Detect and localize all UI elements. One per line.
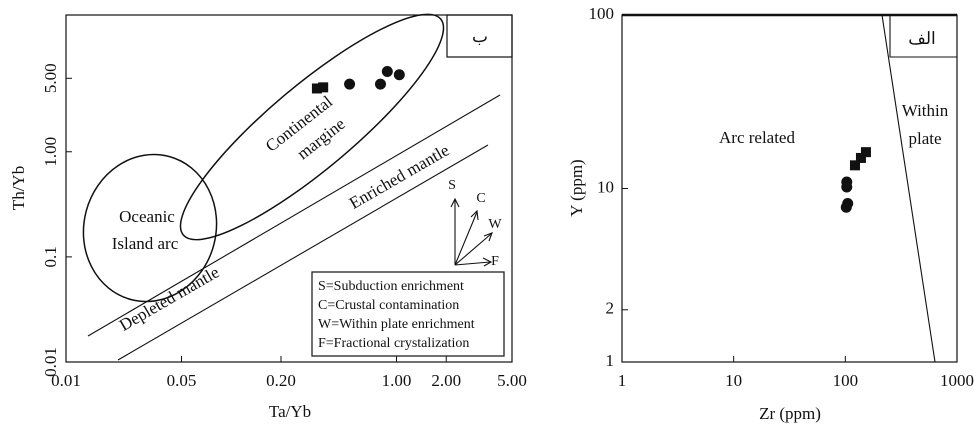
y-axis-label: Y (ppm)	[567, 159, 586, 216]
point	[318, 82, 329, 93]
mantle-line	[117, 144, 489, 361]
plot-frame	[65, 14, 513, 363]
legend-note: W=Within plate enrichment	[318, 317, 475, 332]
field-label: Island arc	[112, 234, 179, 253]
x-tick-label: 0.01	[51, 371, 81, 390]
continental-field	[179, 13, 445, 241]
vector-label: S	[448, 178, 456, 193]
x-tick-label: 1.00	[382, 371, 412, 390]
field-label: Within	[902, 101, 949, 120]
point	[860, 147, 871, 158]
field-label: plate	[908, 129, 941, 148]
label-box	[889, 15, 957, 58]
y-tick-label: 0.1	[41, 246, 60, 267]
y-tick-label: 0.01	[41, 347, 60, 377]
x-tick-label: 1000	[940, 371, 974, 390]
point	[311, 83, 322, 94]
mantle-line	[87, 94, 501, 337]
plot-frame	[621, 14, 958, 363]
field-label: Arc related	[719, 128, 795, 147]
array-label: Depleted mantle	[116, 262, 222, 334]
legend-note: F=Fractional crystalization	[318, 336, 469, 351]
oceanic-field	[82, 153, 218, 303]
point	[855, 152, 866, 163]
label-box	[446, 14, 513, 58]
panel-label: الف	[908, 29, 936, 48]
point	[344, 78, 356, 90]
vector-label: C	[476, 191, 485, 206]
x-tick-label: 1	[618, 371, 627, 390]
point	[849, 160, 860, 171]
point	[841, 181, 853, 193]
x-tick-label: 5.00	[497, 371, 527, 390]
vector-label: W	[488, 217, 502, 232]
array-label: Enriched mantle	[346, 140, 452, 212]
field-label: Oceanic	[119, 207, 175, 226]
x-tick-label: 0.20	[266, 371, 296, 390]
vectors	[450, 197, 493, 267]
point	[840, 201, 852, 213]
x-tick-label: 2.00	[431, 371, 461, 390]
legend-note: C=Crustal contamination	[318, 298, 459, 313]
point	[381, 66, 393, 78]
x-axis-label: Zr (ppm)	[759, 404, 821, 423]
y-tick-label: 2	[606, 299, 615, 318]
y-tick-label: 1.00	[41, 137, 60, 167]
legend-note: S=Subduction enrichment	[318, 279, 464, 294]
vector-label: F	[491, 254, 499, 269]
x-tick-label: 0.05	[167, 371, 197, 390]
point	[374, 78, 386, 90]
y-tick-label: 1	[606, 351, 615, 370]
y-tick-label: 10	[597, 177, 614, 196]
field-boundary	[881, 14, 936, 363]
x-axis-label: Ta/Yb	[269, 402, 311, 421]
y-tick-label: 5.00	[41, 63, 60, 93]
x-tick-label: 100	[833, 371, 859, 390]
legend-box	[311, 271, 505, 357]
y-tick-label: 100	[589, 4, 615, 23]
x-tick-label: 10	[725, 371, 742, 390]
y-axis-label: Th/Yb	[9, 166, 28, 210]
point	[393, 69, 405, 81]
panel-label: ب	[472, 27, 488, 46]
